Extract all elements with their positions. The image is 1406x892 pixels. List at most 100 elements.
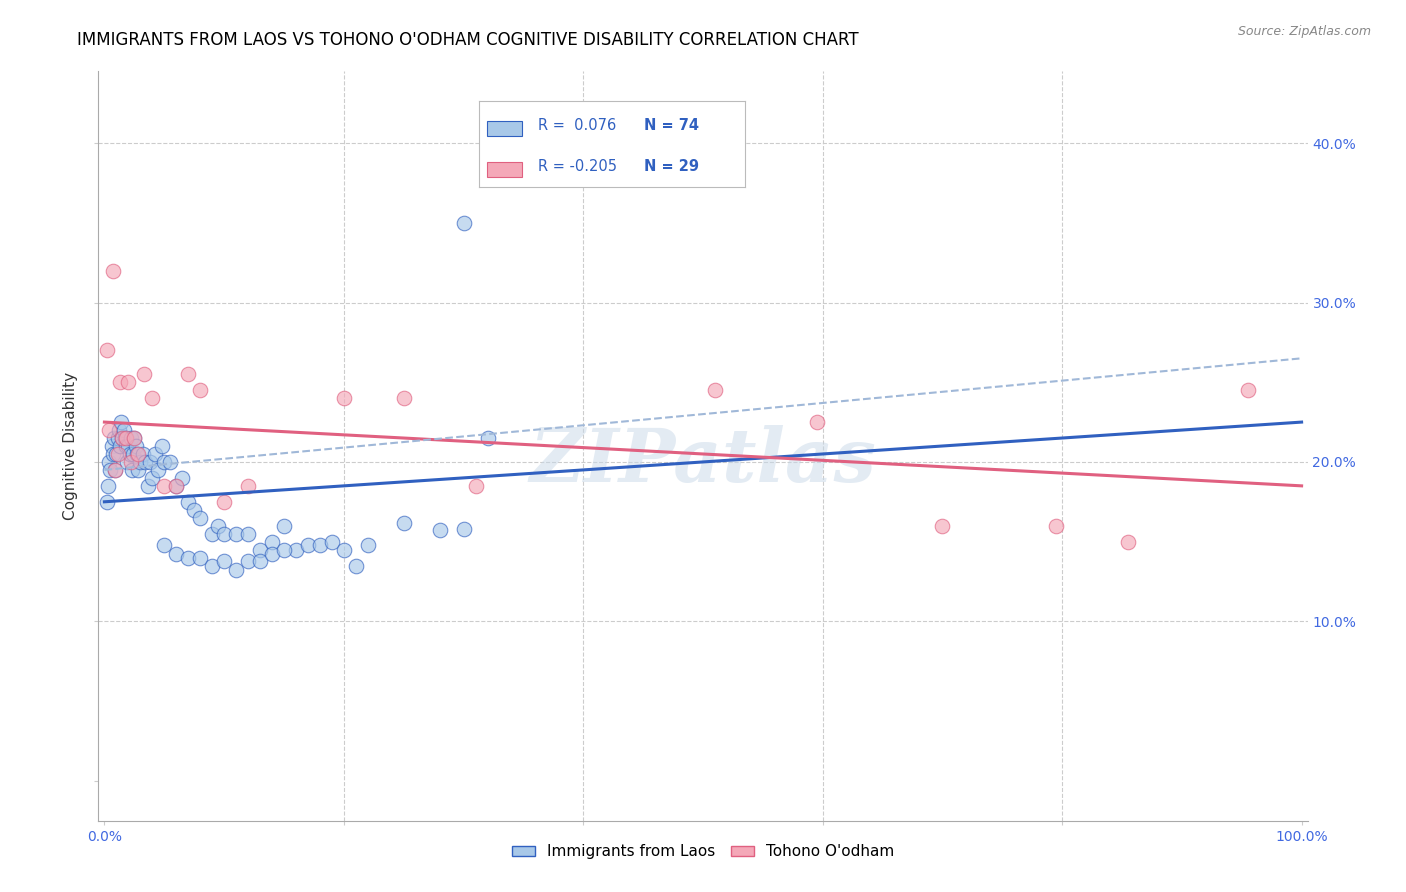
Point [108, 376, 131, 390]
Point [114, 431, 136, 445]
Point [392, 391, 415, 405]
Point [236, 554, 259, 568]
Point [1045, 518, 1067, 533]
Point [101, 447, 124, 461]
Point [139, 455, 162, 469]
Point [477, 431, 499, 445]
Point [704, 383, 727, 397]
Point [117, 439, 139, 453]
Point [96, 495, 118, 509]
Point [165, 548, 187, 562]
Point [429, 524, 451, 538]
Point [225, 563, 247, 577]
Point [143, 447, 166, 461]
Point [188, 510, 211, 524]
Point [112, 423, 135, 437]
Point [1116, 534, 1139, 549]
Point [127, 447, 149, 461]
Point [806, 415, 828, 429]
Point [201, 526, 224, 541]
Point [107, 447, 129, 461]
Point [464, 479, 486, 493]
Point [177, 368, 200, 382]
Point [148, 463, 170, 477]
Point [212, 495, 235, 509]
Point [333, 391, 356, 405]
Point [236, 526, 259, 541]
Point [357, 538, 380, 552]
Point [141, 391, 163, 405]
Point [122, 447, 145, 461]
Point [134, 455, 156, 469]
Point [118, 447, 141, 461]
Point [125, 447, 148, 461]
Point [172, 471, 194, 485]
Point [225, 526, 247, 541]
Point [273, 518, 295, 533]
Point [98, 455, 121, 469]
Point [110, 415, 132, 429]
Point [201, 558, 224, 573]
Point [111, 431, 134, 445]
Point [104, 463, 127, 477]
Point [165, 479, 187, 493]
Point [309, 538, 332, 552]
Point [150, 439, 173, 453]
Point [260, 534, 283, 549]
Point [273, 542, 295, 557]
Point [124, 431, 146, 445]
Point [124, 439, 146, 453]
Point [120, 455, 142, 469]
Point [132, 447, 155, 461]
Point [260, 548, 283, 562]
Point [103, 431, 125, 445]
Point [111, 431, 134, 445]
Point [97, 479, 120, 493]
Point [115, 455, 138, 469]
Point [107, 423, 129, 437]
Point [107, 431, 129, 445]
Point [177, 495, 200, 509]
Point [132, 368, 155, 382]
Point [136, 479, 159, 493]
Point [159, 455, 181, 469]
Text: ZIPatlas: ZIPatlas [530, 425, 876, 497]
Text: IMMIGRANTS FROM LAOS VS TOHONO O'ODHAM COGNITIVE DISABILITY CORRELATION CHART: IMMIGRANTS FROM LAOS VS TOHONO O'ODHAM C… [77, 31, 859, 49]
Point [115, 431, 138, 445]
Point [207, 518, 229, 533]
Point [212, 526, 235, 541]
Point [188, 383, 211, 397]
Point [297, 538, 319, 552]
Point [100, 463, 122, 477]
Point [129, 455, 152, 469]
Point [153, 479, 176, 493]
Point [124, 431, 146, 445]
Point [121, 463, 143, 477]
Point [392, 516, 415, 530]
Point [108, 439, 131, 453]
Point [236, 479, 259, 493]
Point [321, 534, 343, 549]
Point [153, 538, 176, 552]
Point [117, 376, 139, 390]
Point [212, 554, 235, 568]
Point [453, 216, 475, 230]
Point [249, 554, 271, 568]
Point [98, 423, 121, 437]
Point [105, 447, 128, 461]
Point [183, 502, 205, 516]
Point [115, 439, 138, 453]
Point [453, 522, 475, 536]
Y-axis label: Cognitive Disability: Cognitive Disability [63, 372, 79, 520]
Point [141, 471, 163, 485]
Point [188, 550, 211, 565]
Point [153, 455, 176, 469]
Point [165, 479, 187, 493]
Point [177, 550, 200, 565]
Point [1236, 383, 1258, 397]
Point [249, 542, 271, 557]
Point [100, 439, 122, 453]
Point [284, 542, 307, 557]
Point [127, 463, 149, 477]
Point [104, 463, 127, 477]
